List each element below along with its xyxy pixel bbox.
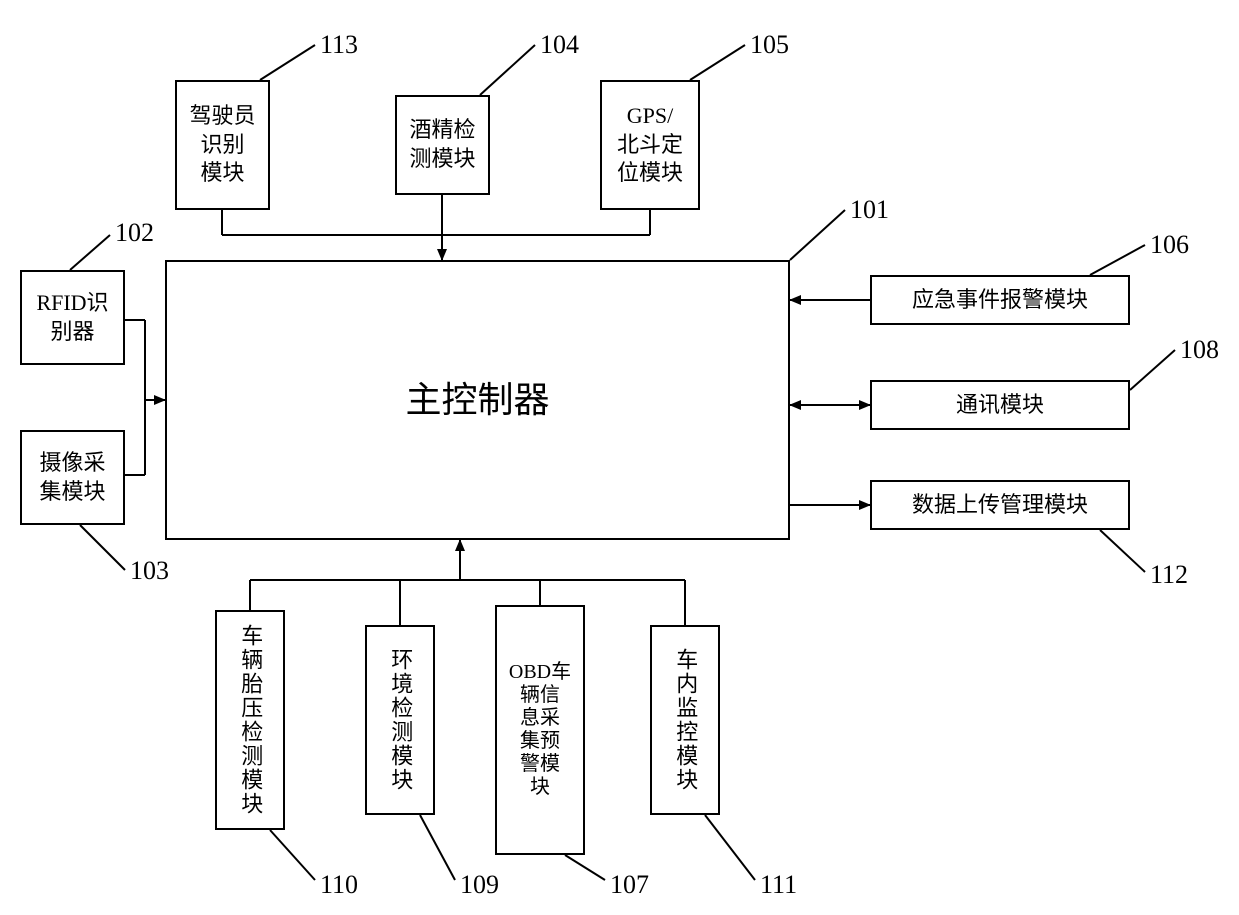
ref-103: 103 (130, 556, 169, 586)
block-111-label: 车内监控模块 (671, 648, 700, 792)
ref-102: 102 (115, 218, 154, 248)
block-main-controller: 主控制器 (165, 260, 790, 540)
block-107: OBD车辆信息采集预警模块 (495, 605, 585, 855)
block-113-label: 驾驶员识别模块 (189, 102, 255, 188)
block-110-label: 车辆胎压检测模块 (236, 624, 265, 816)
block-106-label: 应急事件报警模块 (912, 286, 1088, 315)
block-104: 酒精检测模块 (395, 95, 490, 195)
block-108-label: 通讯模块 (956, 391, 1044, 420)
block-108: 通讯模块 (870, 380, 1130, 430)
block-main-label: 主控制器 (405, 377, 549, 424)
ref-105: 105 (750, 30, 789, 60)
block-107-label: OBD车辆信息采集预警模块 (509, 661, 571, 799)
block-109: 环境检测模块 (365, 625, 435, 815)
ref-107: 107 (610, 870, 649, 900)
block-112: 数据上传管理模块 (870, 480, 1130, 530)
block-103: 摄像采集模块 (20, 430, 125, 525)
block-110: 车辆胎压检测模块 (215, 610, 285, 830)
block-112-label: 数据上传管理模块 (912, 491, 1088, 520)
ref-110: 110 (320, 870, 358, 900)
ref-109: 109 (460, 870, 499, 900)
block-105: GPS/北斗定位模块 (600, 80, 700, 210)
block-102: RFID识别器 (20, 270, 125, 365)
ref-101: 101 (850, 195, 889, 225)
ref-113: 113 (320, 30, 358, 60)
block-103-label: 摄像采集模块 (39, 449, 105, 506)
block-104-label: 酒精检测模块 (409, 116, 475, 173)
block-111: 车内监控模块 (650, 625, 720, 815)
ref-108: 108 (1180, 335, 1219, 365)
ref-112: 112 (1150, 560, 1188, 590)
block-109-label: 环境检测模块 (386, 648, 415, 792)
ref-106: 106 (1150, 230, 1189, 260)
block-102-label: RFID识别器 (36, 289, 108, 346)
ref-111: 111 (760, 870, 797, 900)
block-105-label: GPS/北斗定位模块 (617, 102, 683, 188)
ref-104: 104 (540, 30, 579, 60)
block-113: 驾驶员识别模块 (175, 80, 270, 210)
diagram-canvas: 主控制器 驾驶员识别模块 酒精检测模块 GPS/北斗定位模块 RFID识别器 摄… (0, 0, 1239, 915)
block-106: 应急事件报警模块 (870, 275, 1130, 325)
